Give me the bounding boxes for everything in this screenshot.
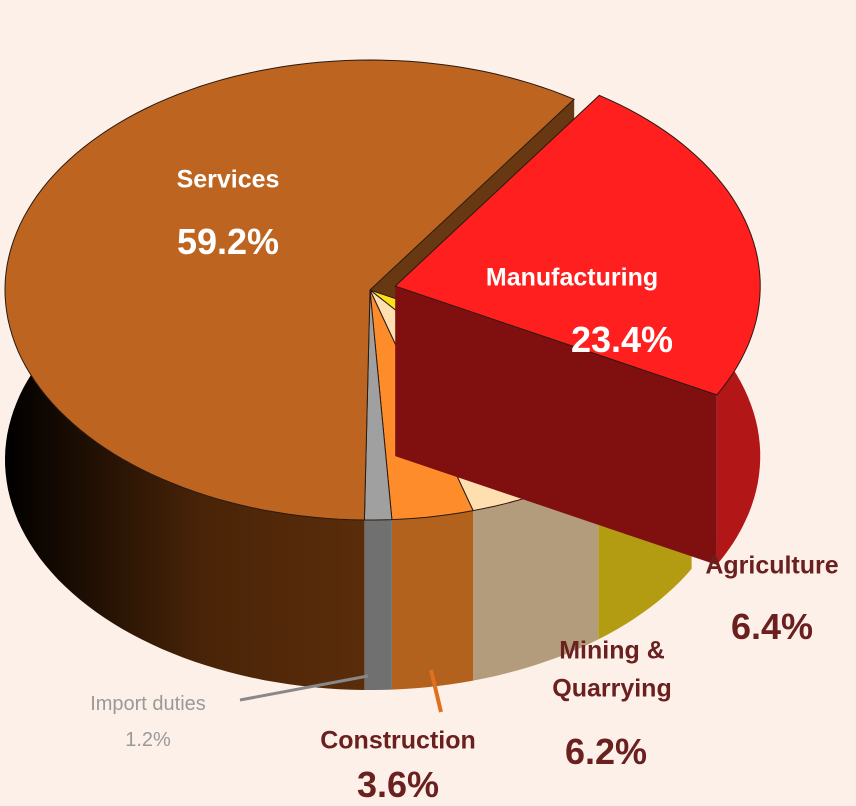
slice-value: 3.6% bbox=[356, 764, 440, 805]
slice-value: 59.2% bbox=[176, 221, 280, 262]
slice-name: Agriculture bbox=[705, 551, 839, 580]
slice bbox=[394, 94, 761, 396]
slice-name: Mining & Quarrying bbox=[552, 636, 672, 703]
slice-value: 1.2% bbox=[125, 729, 171, 751]
slice-value: 6.4% bbox=[730, 606, 814, 647]
slice-name: Construction bbox=[320, 726, 476, 755]
slice-face bbox=[395, 286, 717, 565]
leader-line bbox=[429, 669, 443, 713]
slice-name: Import duties bbox=[90, 693, 206, 715]
slice bbox=[4, 59, 576, 521]
slice-side bbox=[364, 519, 392, 690]
leader-line bbox=[239, 674, 369, 702]
slice-side bbox=[391, 510, 474, 690]
slice-name: Manufacturing bbox=[485, 263, 659, 292]
slice-name: Services bbox=[176, 165, 280, 194]
slice-side bbox=[473, 469, 599, 681]
slice-value: 6.2% bbox=[564, 731, 648, 772]
slice-value: 23.4% bbox=[570, 319, 674, 360]
